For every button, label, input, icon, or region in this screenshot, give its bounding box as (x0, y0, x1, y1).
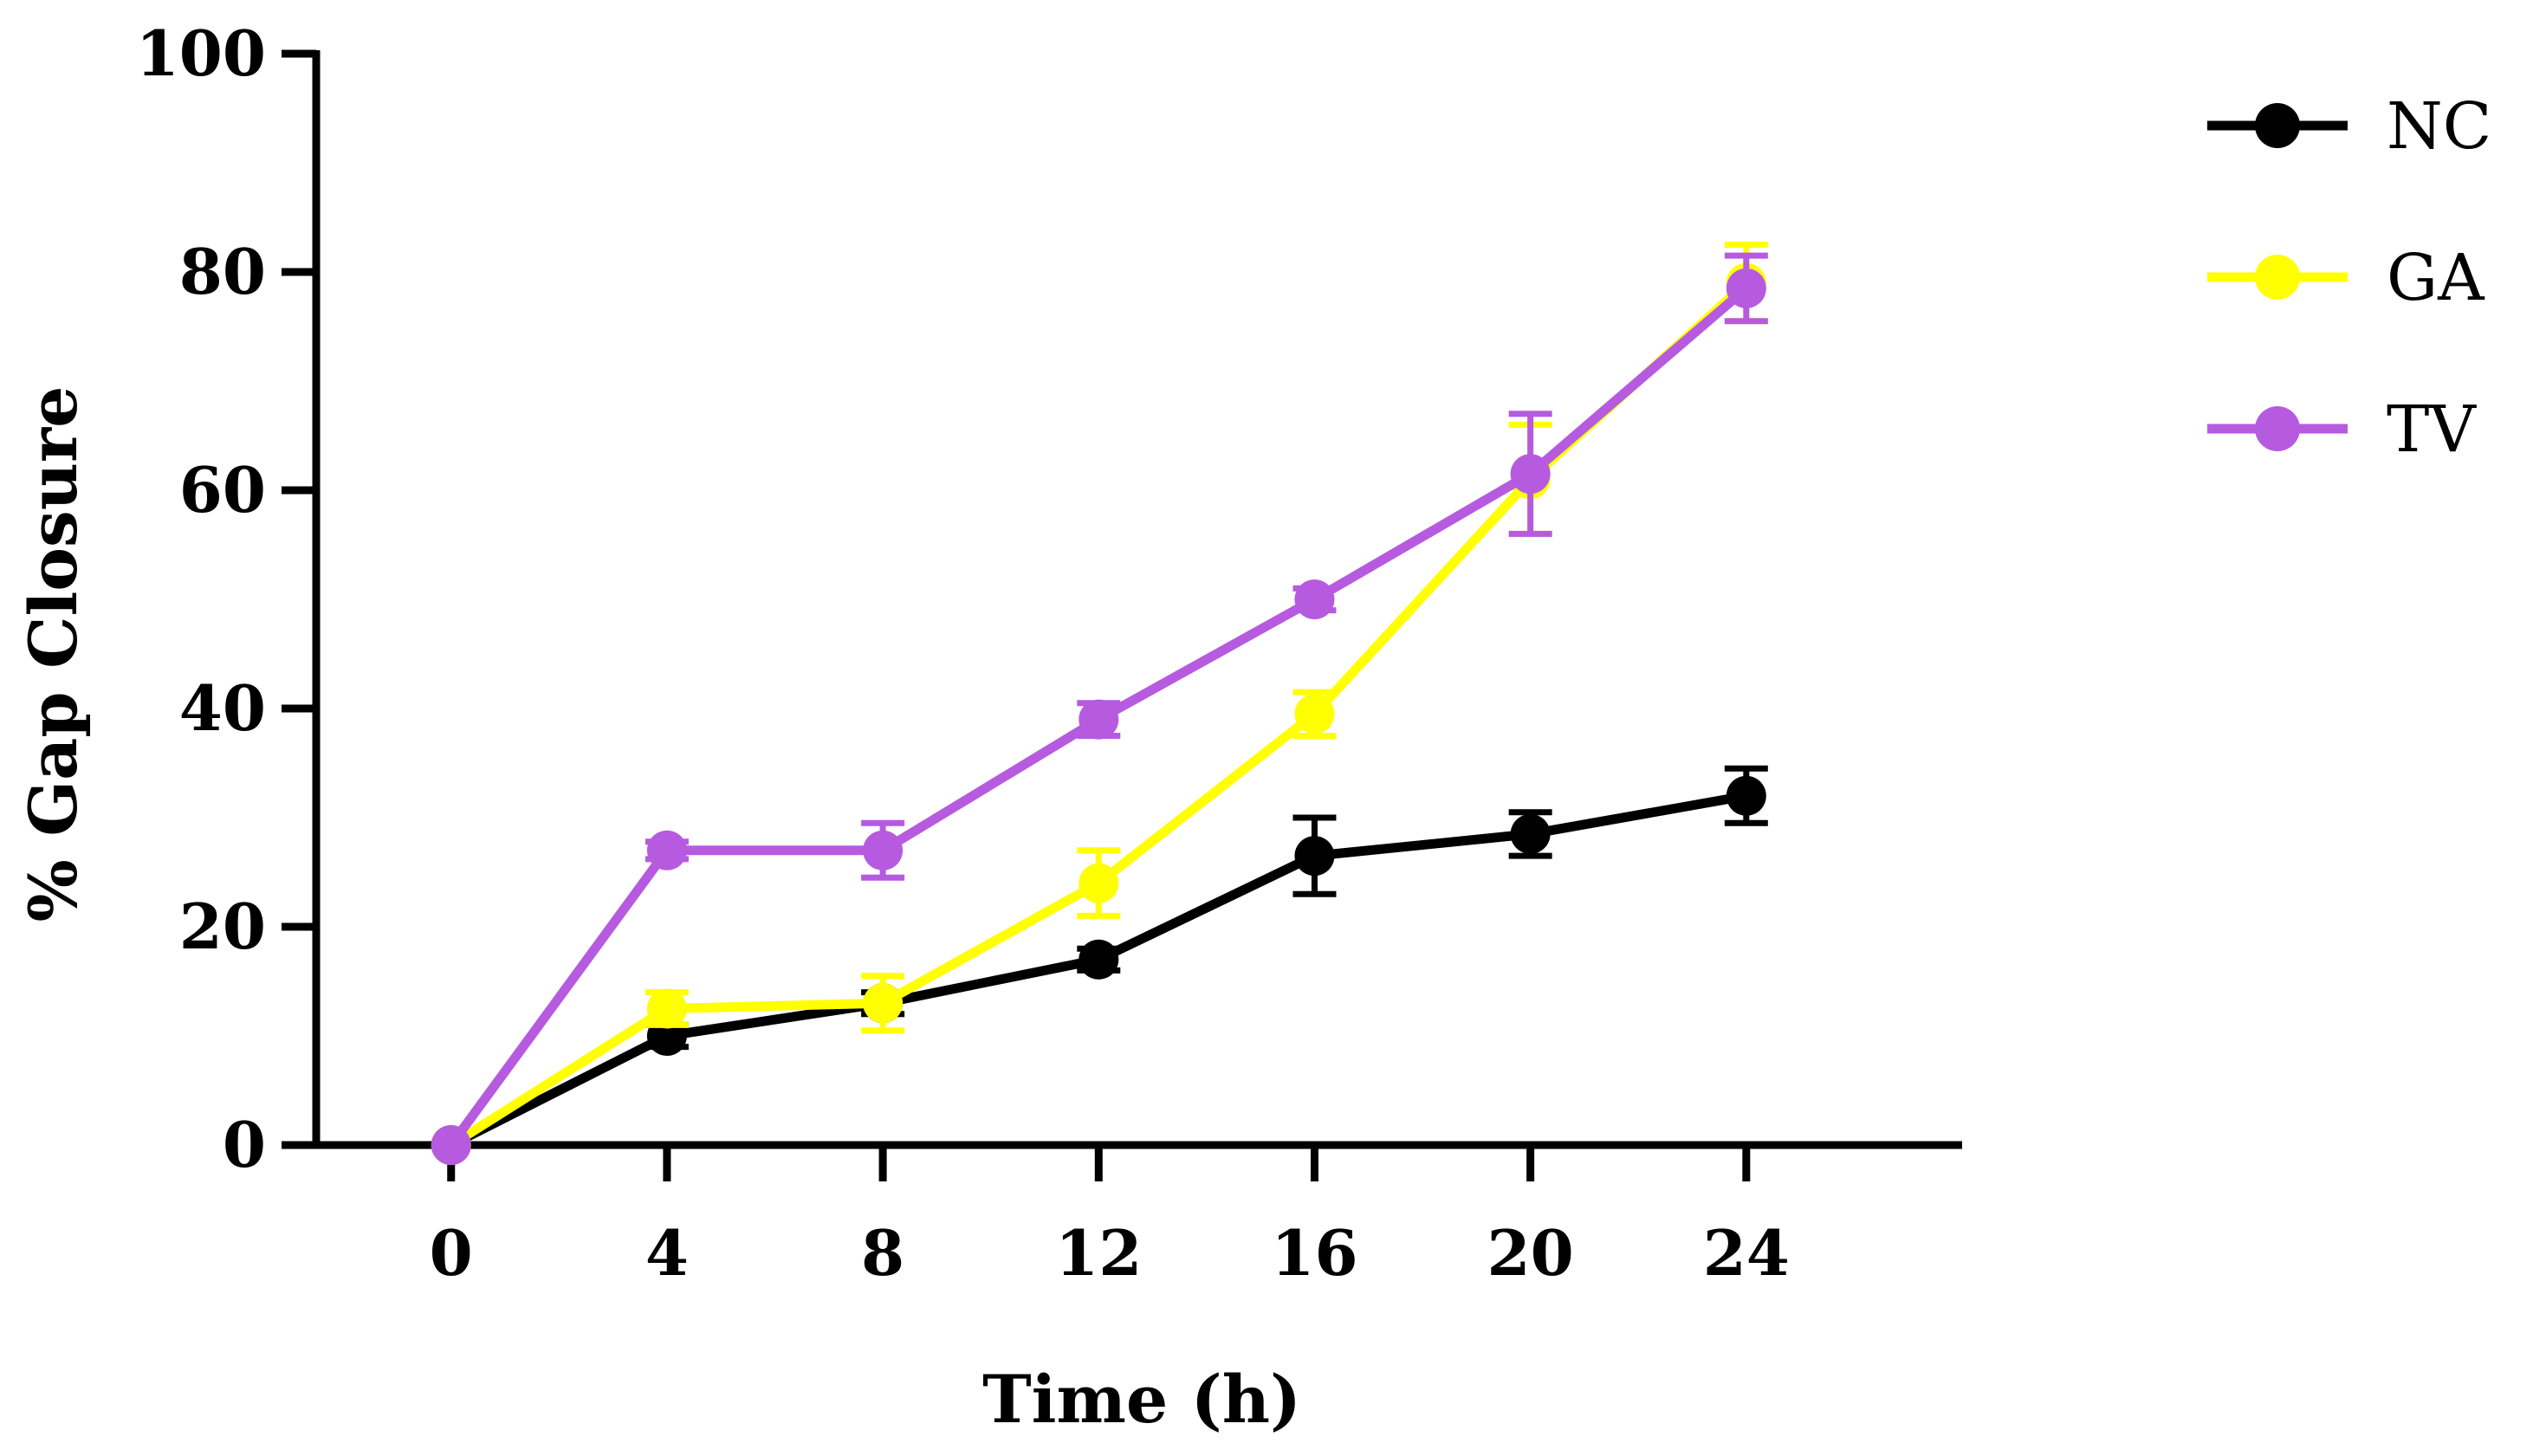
legend-marker (2255, 103, 2300, 148)
data-point (1294, 694, 1335, 734)
data-point (646, 988, 687, 1029)
data-point (1294, 836, 1335, 877)
legend-label: TV (2387, 392, 2477, 467)
x-tick-label: 12 (1055, 1216, 1142, 1290)
data-point (1079, 939, 1119, 980)
legend-marker (2255, 406, 2300, 451)
y-tick-label: 40 (179, 671, 266, 745)
data-point (1726, 268, 1766, 308)
y-axis-title: % Gap Closure (15, 386, 92, 922)
data-point (1294, 579, 1335, 619)
legend-item-nc: NC (2207, 89, 2491, 164)
x-tick-label: 0 (430, 1216, 473, 1290)
x-tick-label: 20 (1487, 1216, 1574, 1290)
x-tick-label: 24 (1703, 1216, 1790, 1290)
legend-label: NC (2387, 89, 2491, 164)
legend: NC GA TV (2207, 89, 2491, 467)
series-nc (431, 765, 1768, 1165)
data-point (431, 1125, 471, 1165)
data-point (1510, 813, 1551, 854)
x-axis-title: Time (h) (982, 1361, 1301, 1438)
y-tick-label: 80 (179, 235, 266, 308)
legend-marker (2255, 255, 2300, 300)
y-tick-label: 0 (223, 1108, 266, 1181)
y-tick-label: 100 (136, 16, 266, 90)
series-tv (431, 252, 1768, 1165)
y-tick-label: 60 (179, 453, 266, 527)
plot-area (431, 242, 1768, 1165)
x-tick-label: 8 (861, 1216, 904, 1290)
data-point (1510, 454, 1551, 495)
x-tick-label: 4 (645, 1216, 689, 1290)
data-point (1726, 775, 1766, 816)
legend-label: GA (2387, 241, 2485, 315)
data-point (646, 830, 687, 870)
legend-item-ga: GA (2207, 241, 2485, 315)
data-point (1079, 863, 1119, 903)
legend-item-tv: TV (2207, 392, 2477, 467)
data-point (863, 983, 904, 1024)
x-tick-label: 16 (1271, 1216, 1357, 1290)
data-point (863, 830, 904, 870)
data-point (1079, 699, 1119, 740)
y-tick-label: 20 (179, 890, 266, 963)
axes: 0 20 40 60 80 100 0 4 8 12 16 20 24 (136, 16, 1962, 1290)
